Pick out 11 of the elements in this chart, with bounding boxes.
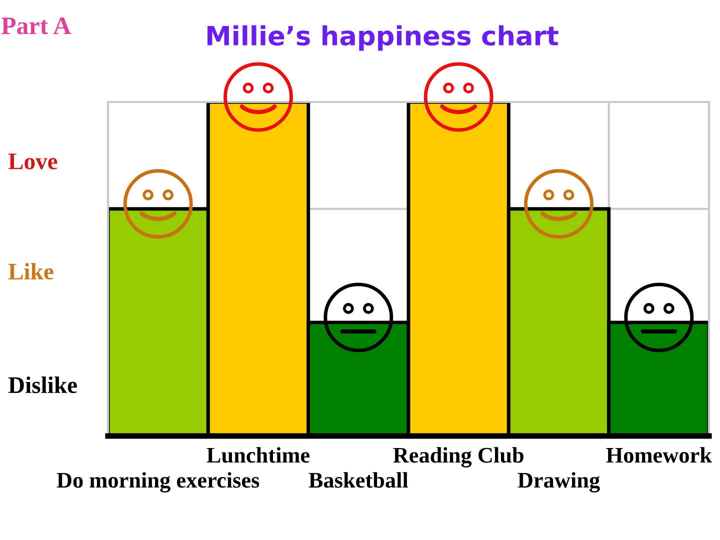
x-tick-label: Drawing: [518, 472, 600, 492]
chart-title: Millie’s happiness chart: [208, 25, 558, 51]
x-tick-label: Lunchtime: [206, 447, 310, 463]
text: Dislike: [8, 376, 77, 394]
text: Part A: [1, 18, 71, 34]
x-tick-label: Basketball: [308, 472, 408, 488]
x-tick-label: Homework: [606, 447, 712, 463]
x-tick-label: Do morning exercises: [56, 472, 260, 492]
text: Love: [8, 154, 58, 170]
x-tick-label: Reading Club: [393, 447, 524, 468]
text: Like: [8, 262, 54, 280]
